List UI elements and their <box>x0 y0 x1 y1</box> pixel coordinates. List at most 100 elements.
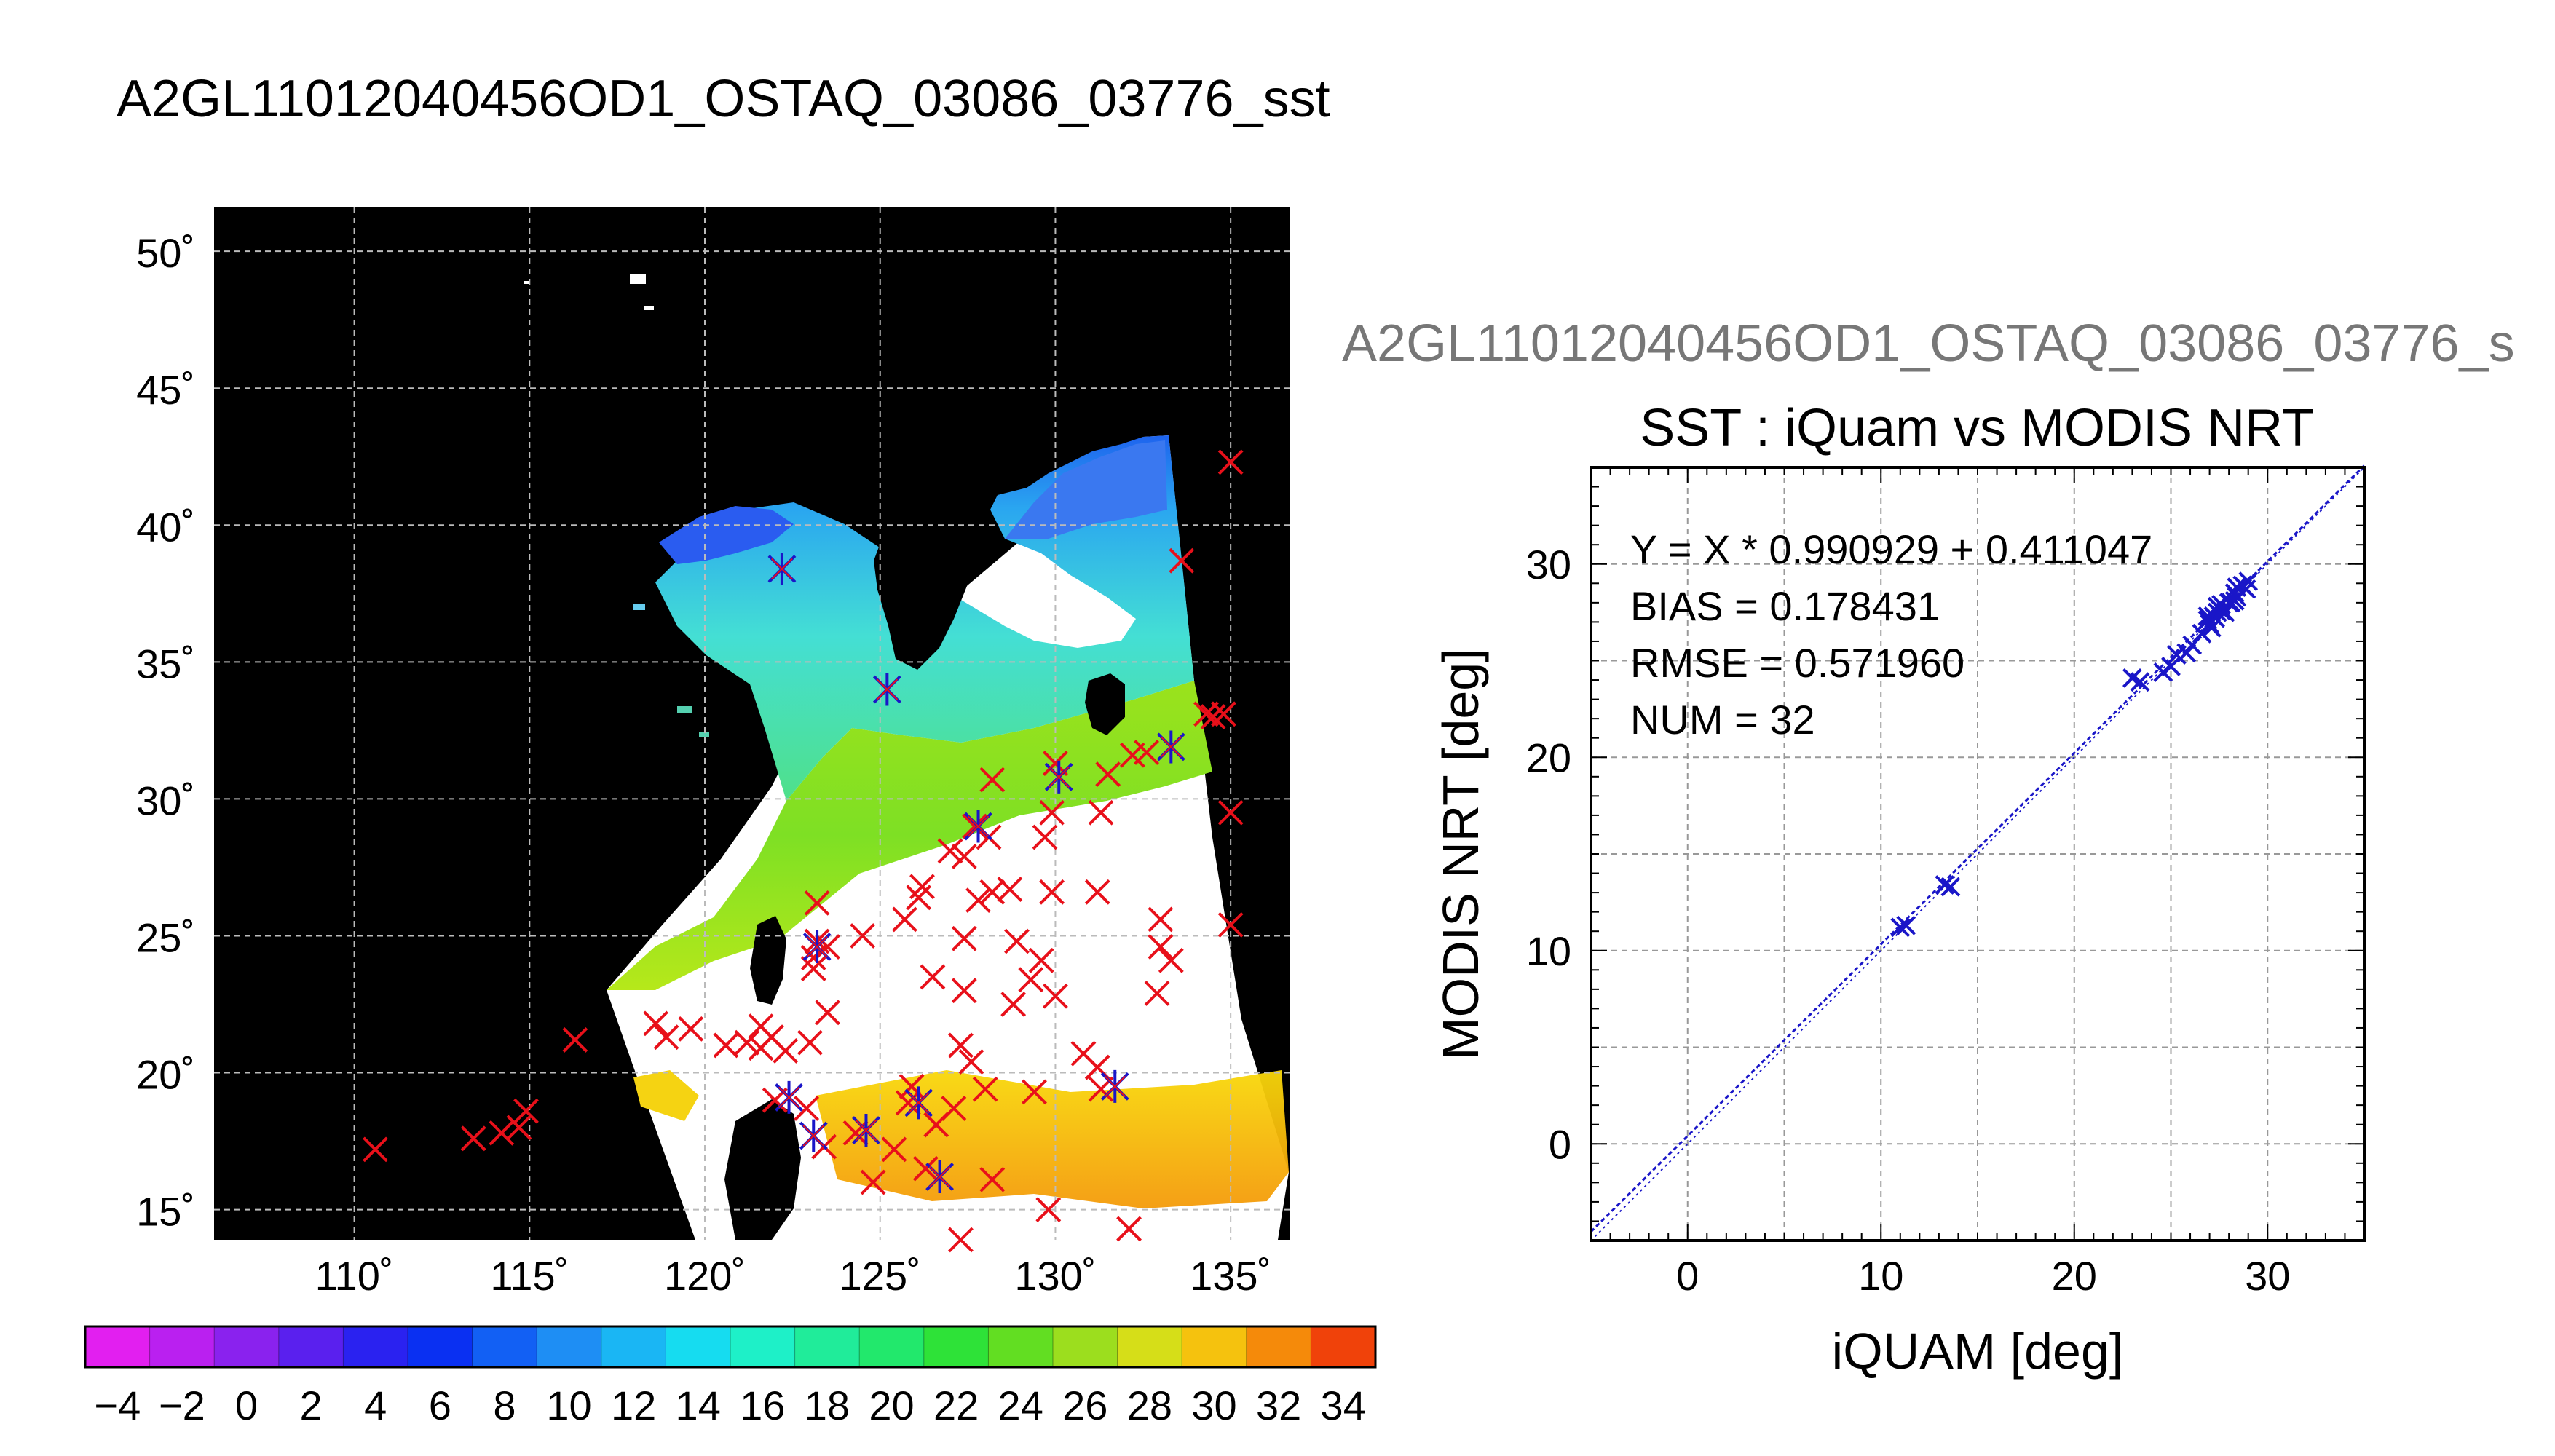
swath-warm-band <box>816 1070 1289 1208</box>
red-x-marker <box>562 1027 588 1053</box>
red-x-marker <box>804 890 830 916</box>
red-x-marker-stroke <box>1116 1216 1142 1242</box>
colorbar-bin <box>149 1326 215 1367</box>
colorbar-bin <box>1182 1326 1247 1367</box>
red-x-marker-stroke <box>1148 906 1174 933</box>
red-x-marker <box>1217 449 1244 475</box>
red-x-marker-stroke <box>1084 1054 1110 1080</box>
blue-star-marker <box>1156 730 1185 764</box>
blue-star-marker <box>1044 760 1073 794</box>
red-x-overlay <box>967 815 990 837</box>
red-x-overlay-stroke <box>806 935 828 958</box>
map-lat-tick-label: 50˚ <box>136 230 195 276</box>
scatter-point-stroke <box>1940 877 1961 897</box>
red-x-marker-stroke <box>948 1227 974 1253</box>
blue-star-marker <box>872 673 901 706</box>
scatter-point-stroke <box>2227 577 2247 598</box>
blue-star-marker <box>925 1160 954 1193</box>
red-x-marker-stroke <box>734 1029 760 1056</box>
map-markers <box>363 449 1244 1253</box>
sst-map: 50˚ 45˚ 40˚ 35˚ 30˚ 25˚ 20˚ 15˚ 110˚ 115˚ 120˚ 125… <box>136 207 1290 1299</box>
red-x-marker-stroke <box>937 838 963 864</box>
red-x-marker-stroke <box>979 1166 1006 1192</box>
colorbar-bin <box>794 1326 860 1367</box>
blue-star-marker <box>799 1119 828 1152</box>
colorbar-bin <box>1053 1326 1118 1367</box>
map-lon-tick-label: 125˚ <box>840 1253 921 1299</box>
red-x-overlay <box>928 1166 951 1188</box>
red-x-marker <box>920 964 946 990</box>
red-x-overlay <box>1048 766 1070 788</box>
red-x-overlay-stroke <box>778 1086 800 1109</box>
red-x-marker-stroke <box>713 1032 739 1059</box>
red-x-marker-stroke <box>1043 751 1068 776</box>
colorbar-bin <box>408 1326 473 1367</box>
map-lat-tick-label: 30˚ <box>136 778 195 823</box>
red-x-marker <box>951 925 977 951</box>
scatter-x-axis-label: iQUAM [deg] <box>1832 1323 2124 1380</box>
colorbar-tick-label: 14 <box>676 1382 721 1428</box>
map-lat-labels: 50˚ 45˚ 40˚ 35˚ 30˚ 25˚ 20˚ 15˚ <box>136 230 195 1234</box>
red-x-marker-stroke <box>1134 740 1160 765</box>
red-x-marker <box>1028 947 1054 973</box>
red-x-marker <box>895 1090 921 1116</box>
swath-yellow-sw <box>633 1070 699 1121</box>
scatter-x-tick-label: 0 <box>1676 1253 1699 1299</box>
red-x-marker-stroke <box>653 1024 679 1051</box>
scatter-plot: SST : iQuam vs MODIS NRT 0 10 20 30 0 10 20 30… <box>1432 399 2366 1380</box>
colorbar-frame <box>84 1325 1377 1369</box>
scatter-point <box>1890 917 1911 938</box>
red-x-marker <box>1217 799 1244 826</box>
main-title: A2GL11012040456OD1_OSTAQ_03086_03776_sst <box>117 70 1330 128</box>
red-x-marker <box>1018 967 1044 993</box>
scatter-x-tick-label: 20 <box>2052 1253 2097 1299</box>
red-x-overlay <box>802 1125 824 1147</box>
red-x-marker-stroke <box>1169 547 1195 574</box>
red-x-overlay <box>907 1092 930 1114</box>
map-lon-labels: 110˚ 115˚ 120˚ 125˚ 130˚ 135˚ <box>315 1253 1272 1299</box>
map-lat-tick-label: 40˚ <box>136 504 195 550</box>
red-x-marker-stroke <box>920 964 946 990</box>
blue-star-marker <box>1100 1069 1129 1103</box>
stats-equation: Y = X * 0.990929 + 0.411047 <box>1630 526 2152 572</box>
colorbar-tick-label: 0 <box>235 1382 258 1428</box>
scatter-point-stroke <box>1890 917 1911 938</box>
red-x-marker-stroke <box>489 1120 515 1146</box>
map-lon-tick-label: 120˚ <box>664 1253 746 1299</box>
island-fragment <box>633 604 645 610</box>
island-fragment <box>677 706 692 713</box>
red-x-marker <box>489 1120 515 1146</box>
map-lat-tick-label: 25˚ <box>136 914 195 960</box>
red-x-marker <box>1084 879 1110 905</box>
red-x-marker <box>962 813 988 839</box>
scatter-x-labels: 0 10 20 30 <box>1676 1253 2290 1299</box>
scatter-point <box>1896 915 1916 935</box>
red-x-overlay-stroke <box>802 1125 824 1147</box>
red-x-marker-stroke <box>895 1090 921 1116</box>
colorbar-bin <box>1311 1326 1376 1367</box>
red-x-marker-stroke <box>997 877 1023 902</box>
colorbar-tick-label: 2 <box>300 1382 323 1428</box>
red-x-marker-stroke <box>860 1169 886 1195</box>
red-x-marker <box>850 923 876 949</box>
colorbar-labels: −4 −2 0 2 4 6 8 10 12 14 16 18 20 22 24 26 28 30 32 34 <box>94 1382 1365 1428</box>
colorbar-tick-label: 24 <box>998 1382 1043 1428</box>
colorbar-bin <box>343 1326 408 1367</box>
colorbar-tick-label: 22 <box>933 1382 979 1428</box>
red-x-marker <box>1088 799 1114 826</box>
scatter-point <box>2238 571 2259 592</box>
red-x-marker-stroke <box>951 978 977 1004</box>
red-x-marker-stroke <box>948 1032 974 1059</box>
red-x-marker <box>979 767 1006 793</box>
colorbar-bin <box>537 1326 602 1367</box>
scatter-point-stroke <box>2122 668 2142 688</box>
colorbar-bin <box>214 1326 280 1367</box>
blue-star-marker <box>775 1080 803 1114</box>
red-x-marker-stroke <box>773 1038 799 1064</box>
red-x-marker <box>892 906 917 933</box>
red-x-marker-stroke <box>1088 799 1114 826</box>
scatter-point-stroke <box>2205 608 2225 628</box>
island-fragment <box>699 732 709 737</box>
red-x-marker <box>912 1155 939 1182</box>
red-x-marker-stroke <box>1070 1040 1097 1067</box>
